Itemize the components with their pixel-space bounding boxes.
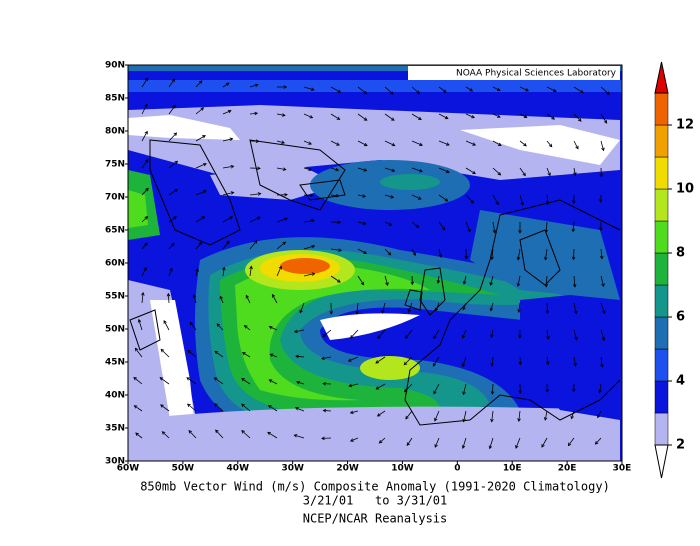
lon-label: 10W — [391, 464, 414, 474]
lat-label: 35N — [105, 424, 125, 434]
colorbar-segment — [655, 125, 668, 157]
lon-label: 10E — [503, 464, 522, 474]
colorbar-label: 8 — [676, 246, 685, 261]
lat-label: 90N — [105, 61, 125, 71]
colorbar-segment — [655, 285, 668, 317]
caption-dates: 3/21/01 to 3/31/01 — [303, 494, 448, 508]
lon-label: 30W — [281, 464, 304, 474]
colorbar-segment — [655, 93, 668, 125]
lon-label: 40W — [227, 464, 250, 474]
lat-label: 65N — [105, 226, 125, 236]
colorbar-segment — [655, 221, 668, 253]
lat-label: 55N — [105, 292, 125, 302]
lat-label: 45N — [105, 358, 125, 368]
colorbar-label: 12 — [676, 118, 694, 133]
colorbar-under — [655, 445, 668, 478]
lon-label: 30E — [613, 464, 632, 474]
colorbar-segment — [655, 317, 668, 349]
colorbar-label: 10 — [676, 182, 694, 197]
caption-source: NCEP/NCAR Reanalysis — [303, 512, 448, 526]
lon-label: 20E — [558, 464, 577, 474]
credit: NOAA Physical Sciences Laboratory — [456, 69, 617, 79]
lat-label: 50N — [105, 325, 125, 335]
lat-label: 80N — [105, 127, 125, 137]
lon-label: 60W — [117, 464, 140, 474]
colorbar-over — [655, 62, 668, 93]
lat-label: 60N — [105, 259, 125, 269]
colorbar-label: 2 — [676, 438, 685, 453]
lat-label: 40N — [105, 391, 125, 401]
lat-label: 75N — [105, 160, 125, 170]
colorbar-label: 6 — [676, 310, 685, 325]
colorbar-segment — [655, 349, 668, 381]
caption-title: 850mb Vector Wind (m/s) Composite Anomal… — [140, 480, 610, 494]
lon-label: 50W — [172, 464, 195, 474]
lon-label: 20W — [336, 464, 359, 474]
colorbar-segment — [655, 413, 668, 445]
anomaly-field — [128, 65, 622, 461]
lat-label: 70N — [105, 193, 125, 203]
colorbar-segment — [655, 189, 668, 221]
lat-label: 85N — [105, 94, 125, 104]
colorbar-segment — [655, 253, 668, 285]
colorbar-label: 4 — [676, 374, 685, 389]
lon-label: 0 — [454, 464, 460, 474]
colorbar-segment — [655, 157, 668, 189]
colorbar-segment — [655, 381, 668, 413]
